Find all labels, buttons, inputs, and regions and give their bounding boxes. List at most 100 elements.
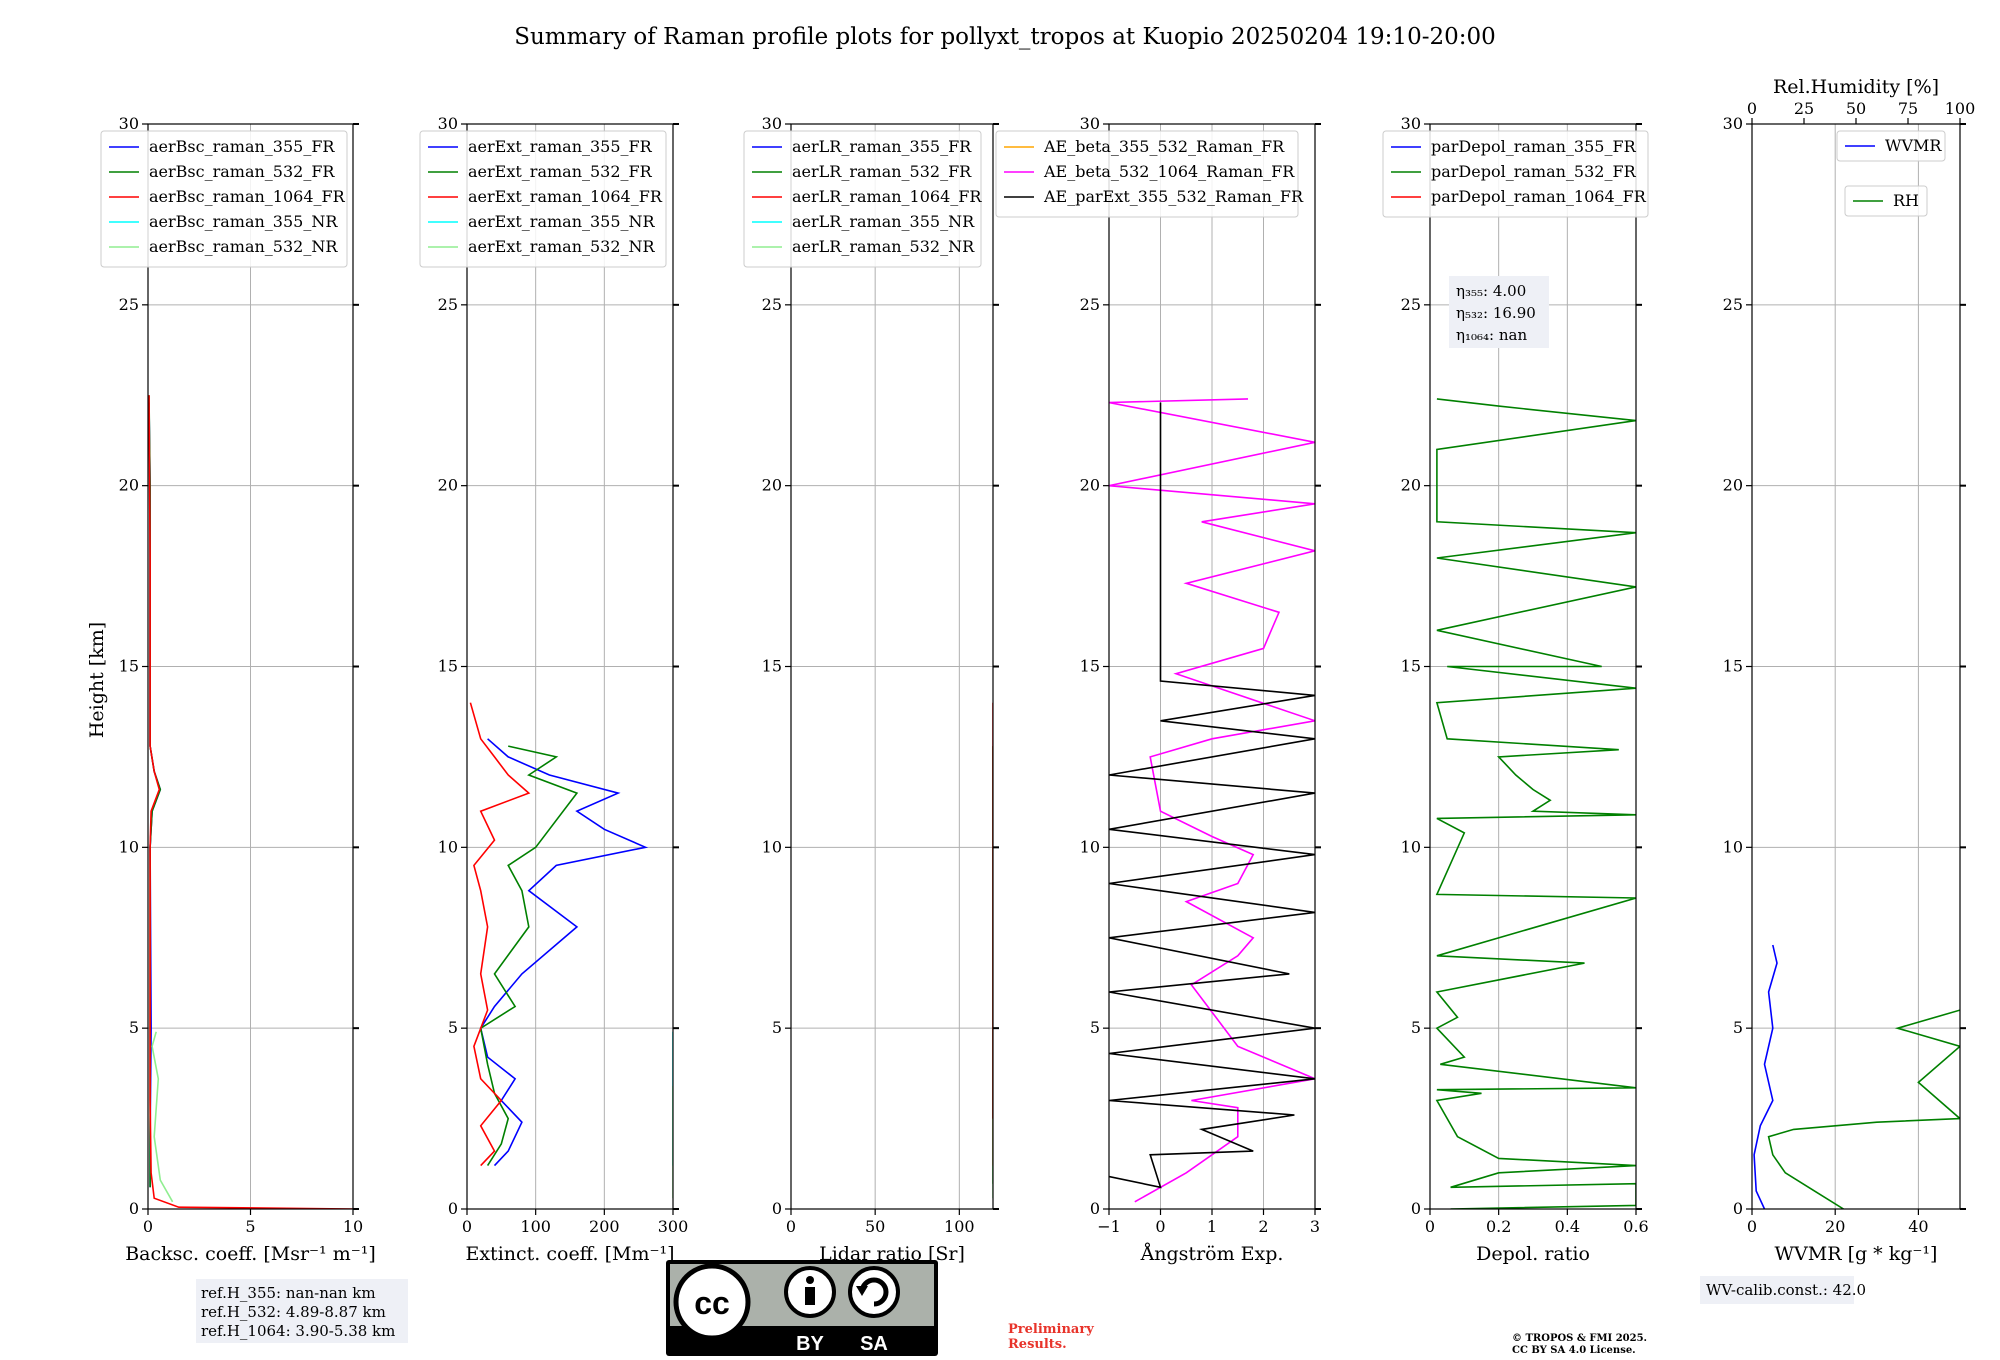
y-tick-label: 20 [1080, 476, 1100, 495]
legend: aerBsc_raman_355_FR aerBsc_raman_532_FRae… [100, 130, 348, 268]
y-tick-label: 5 [448, 1018, 458, 1037]
legend-box [100, 130, 348, 268]
series-line-2 [479, 745, 579, 1167]
x-tick-label: 0 [143, 1217, 153, 1236]
x-tick-label: 200 [589, 1217, 620, 1236]
y-tick-label: 5 [772, 1018, 782, 1037]
top-x-axis-label: Rel.Humidity [%] [1773, 76, 1939, 98]
panel-3: 0 5 10 15 20 25 30 0 50 100 Lidar ratio [Sr] aerLR_… [743, 114, 999, 1265]
x-tick-label: 100 [944, 1217, 975, 1236]
x-tick-label: 100 [520, 1217, 551, 1236]
series-line-5 [151, 1031, 174, 1203]
series-group [1109, 398, 1315, 1203]
legend-entry-3: parDepol_raman_1064_FR [1431, 187, 1647, 206]
annotation-boxes: ref.H_355: nan-nan km ref.H_532: 4.89-8.… [196, 276, 1866, 1343]
legend-entry-4: aerBsc_raman_355_NR [149, 212, 338, 231]
legend-entry-5: aerExt_raman_532_NR [468, 237, 656, 256]
y-tick-label: 0 [129, 1199, 139, 1218]
y-tick-label: 15 [1080, 657, 1100, 676]
series-group [1435, 398, 1636, 1209]
panel-1: 0 5 10 15 20 25 30 0 5 10 Backsc. coeff. [Msr⁻¹ m⁻… [100, 114, 376, 1265]
y-tick-label: 30 [762, 114, 782, 133]
y-tick-label: 30 [1723, 114, 1743, 133]
x-axis-label: Depol. ratio [1476, 1243, 1590, 1265]
ref-h-1064: ref.H_1064: 3.90-5.38 km [201, 1322, 395, 1340]
legend-entry-1: WVMR [1885, 136, 1942, 155]
y-tick-label: 20 [438, 476, 458, 495]
legend-entry-2: aerBsc_raman_532_FR [149, 162, 335, 181]
y-tick-label: 10 [762, 837, 782, 856]
series-group [1753, 944, 1960, 1209]
y-tick-label: 30 [119, 114, 139, 133]
x-axis-label: Extinct. coeff. [Mm⁻¹] [465, 1243, 674, 1265]
legend: aerLR_raman_355_FR aerLR_raman_532_FR aerL… [743, 130, 982, 268]
legend-entry-3: aerExt_raman_1064_FR [468, 187, 663, 206]
cc-by-sa-icon: cc BY SA [666, 1260, 938, 1356]
top-x-tick-label: 50 [1846, 99, 1866, 118]
y-tick-label: 5 [1411, 1018, 1421, 1037]
x-axis-label: Lidar ratio [Sr] [819, 1243, 965, 1265]
panel-5: 0 5 10 15 20 25 30 0 0.2 0.4 0.6 Depol. ratio parDep… [1382, 114, 1649, 1265]
x-tick-label: 300 [658, 1217, 689, 1236]
legend-box [743, 130, 982, 268]
top-x-tick-label: 75 [1898, 99, 1918, 118]
y-tick-label: 0 [448, 1199, 458, 1218]
legend-box [419, 130, 667, 268]
x-tick-label: 1 [1207, 1217, 1217, 1236]
y-tick-label: 5 [1090, 1018, 1100, 1037]
copyright-line-1: © TROPOS & FMI 2025. [1512, 1333, 1647, 1344]
y-tick-label: 20 [119, 476, 139, 495]
series-line-3 [469, 702, 531, 1167]
y-tick-label: 0 [1733, 1199, 1743, 1218]
height-axis-label: Height [km] [86, 622, 108, 738]
series-line-2 [1435, 398, 1636, 1209]
y-tick-label: 15 [1723, 657, 1743, 676]
top-x-tick-label: 25 [1794, 99, 1814, 118]
y-tick-label: 0 [1411, 1199, 1421, 1218]
y-tick-label: 30 [1080, 114, 1100, 133]
legend-entry-1: parDepol_raman_355_FR [1431, 137, 1637, 156]
y-tick-label: 0 [772, 1199, 782, 1218]
x-axis-label: Backsc. coeff. [Msr⁻¹ m⁻¹] [125, 1243, 376, 1265]
series-line-1 [1753, 944, 1778, 1209]
legend-entry-3: aerLR_raman_1064_FR [792, 187, 982, 206]
y-tick-label: 15 [438, 657, 458, 676]
legend-entry-5: aerLR_raman_532_NR [792, 237, 975, 256]
legend-entry-2: RH [1893, 191, 1919, 210]
y-tick-label: 10 [1401, 837, 1421, 856]
x-tick-label: 0.2 [1486, 1217, 1511, 1236]
x-tick-label: 0 [786, 1217, 796, 1236]
license-by-label: BY [796, 1333, 824, 1355]
series-line-2 [1767, 1009, 1960, 1209]
series-line-3 [1109, 402, 1315, 1189]
license-sa-label: SA [860, 1333, 888, 1355]
legend: parDepol_raman_355_FR parDepol_raman_532_… [1382, 130, 1649, 218]
series-group [469, 702, 673, 1199]
legend-box [1836, 130, 1946, 162]
legend-entry-2: aerLR_raman_532_FR [792, 162, 972, 181]
legend-entry-1: aerExt_raman_355_FR [468, 137, 653, 156]
y-tick-label: 25 [1080, 295, 1100, 314]
legend-entry-4: aerExt_raman_355_NR [468, 212, 656, 231]
eta-532: η₅₃₂: 16.90 [1456, 304, 1536, 322]
eta-box [1449, 276, 1549, 348]
x-tick-label: 0 [462, 1217, 472, 1236]
top-x-tick-label: 100 [1945, 99, 1976, 118]
legend-entry-3: aerBsc_raman_1064_FR [149, 187, 346, 206]
ref-h-532: ref.H_532: 4.89-8.87 km [201, 1303, 386, 1321]
x-tick-label: 0 [1425, 1217, 1435, 1236]
series-group [148, 395, 353, 1209]
legend-entry-5: aerBsc_raman_532_NR [149, 237, 338, 256]
legend-entry-2: AE_beta_532_1064_Raman_FR [1043, 162, 1295, 181]
legend: AE_beta_355_532_Raman_FR AE_beta_532_1064… [995, 130, 1304, 218]
legend-entry-1: AE_beta_355_532_Raman_FR [1043, 137, 1285, 156]
y-tick-label: 10 [1723, 837, 1743, 856]
legend-entry-2: aerExt_raman_532_FR [468, 162, 653, 181]
y-tick-label: 15 [1401, 657, 1421, 676]
y-tick-label: 20 [762, 476, 782, 495]
x-tick-label: 3 [1310, 1217, 1320, 1236]
legend-box [1844, 185, 1928, 217]
